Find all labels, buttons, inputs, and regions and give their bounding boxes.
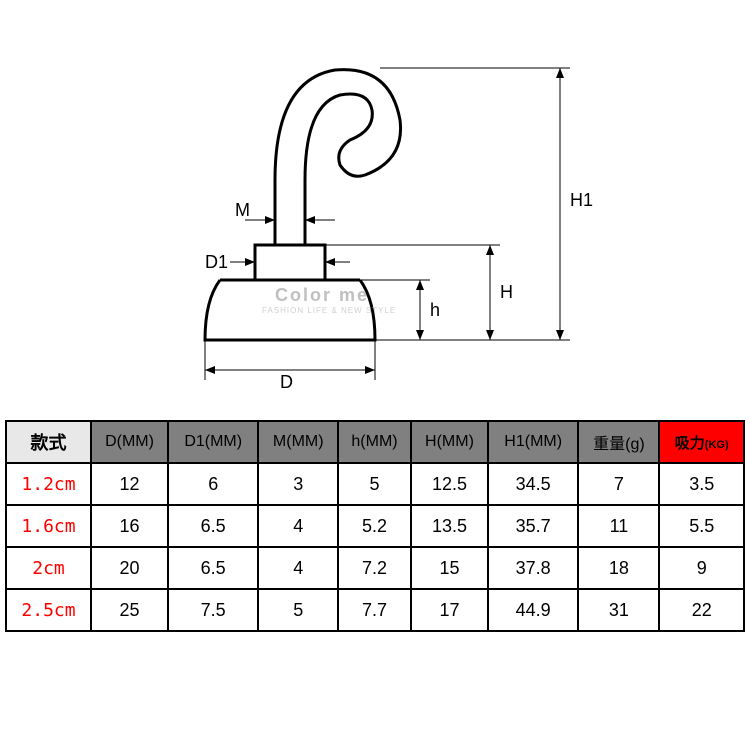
table-body: 1.2cm1263512.534.573.51.6cm166.545.213.5… — [6, 463, 744, 631]
cell-D1: 7.5 — [168, 589, 258, 631]
th-H: H(MM) — [411, 421, 488, 463]
table-header-row: 款式 D(MM) D1(MM) M(MM) h(MM) H(MM) H1(MM)… — [6, 421, 744, 463]
cell-D: 20 — [91, 547, 168, 589]
cell-weight: 18 — [578, 547, 659, 589]
cell-weight: 31 — [578, 589, 659, 631]
th-style: 款式 — [6, 421, 91, 463]
cell-H1: 37.8 — [488, 547, 578, 589]
cell-M: 4 — [258, 547, 338, 589]
cell-M: 4 — [258, 505, 338, 547]
th-weight: 重量(g) — [578, 421, 659, 463]
cell-style: 1.6cm — [6, 505, 91, 547]
spec-table: 款式 D(MM) D1(MM) M(MM) h(MM) H(MM) H1(MM)… — [5, 420, 745, 632]
th-force: 吸力(KG) — [659, 421, 744, 463]
cell-h: 7.2 — [338, 547, 411, 589]
cell-h: 7.7 — [338, 589, 411, 631]
hook-diagram: M D1 D h H H1 — [100, 20, 650, 400]
cell-D: 12 — [91, 463, 168, 505]
th-D1: D1(MM) — [168, 421, 258, 463]
cell-force: 3.5 — [659, 463, 744, 505]
cell-D: 16 — [91, 505, 168, 547]
cell-weight: 11 — [578, 505, 659, 547]
label-H1: H1 — [570, 190, 593, 211]
cell-H1: 34.5 — [488, 463, 578, 505]
cell-H: 12.5 — [411, 463, 488, 505]
cell-style: 2cm — [6, 547, 91, 589]
label-M: M — [235, 200, 250, 221]
table-row: 2.5cm257.557.71744.93122 — [6, 589, 744, 631]
cell-force: 5.5 — [659, 505, 744, 547]
cell-M: 3 — [258, 463, 338, 505]
cell-weight: 7 — [578, 463, 659, 505]
label-h: h — [430, 300, 440, 321]
cell-style: 2.5cm — [6, 589, 91, 631]
table-row: 1.2cm1263512.534.573.5 — [6, 463, 744, 505]
th-D: D(MM) — [91, 421, 168, 463]
th-H1: H1(MM) — [488, 421, 578, 463]
watermark-main: Color me — [275, 285, 369, 306]
cell-H: 17 — [411, 589, 488, 631]
label-H: H — [500, 282, 513, 303]
cell-D1: 6 — [168, 463, 258, 505]
th-M: M(MM) — [258, 421, 338, 463]
cell-force: 9 — [659, 547, 744, 589]
cell-H: 13.5 — [411, 505, 488, 547]
spec-table-wrap: 款式 D(MM) D1(MM) M(MM) h(MM) H(MM) H1(MM)… — [5, 420, 745, 632]
cell-H: 15 — [411, 547, 488, 589]
table-row: 1.6cm166.545.213.535.7115.5 — [6, 505, 744, 547]
cell-D1: 6.5 — [168, 505, 258, 547]
cell-D1: 6.5 — [168, 547, 258, 589]
cell-H1: 44.9 — [488, 589, 578, 631]
cell-H1: 35.7 — [488, 505, 578, 547]
table-row: 2cm206.547.21537.8189 — [6, 547, 744, 589]
cell-force: 22 — [659, 589, 744, 631]
cell-D: 25 — [91, 589, 168, 631]
label-D: D — [280, 372, 293, 393]
hook-drawing — [100, 20, 650, 400]
watermark-sub: FASHION LIFE & NEW STYLE — [262, 306, 396, 315]
cell-h: 5 — [338, 463, 411, 505]
cell-M: 5 — [258, 589, 338, 631]
cell-style: 1.2cm — [6, 463, 91, 505]
cell-h: 5.2 — [338, 505, 411, 547]
th-h: h(MM) — [338, 421, 411, 463]
label-D1: D1 — [205, 252, 228, 273]
